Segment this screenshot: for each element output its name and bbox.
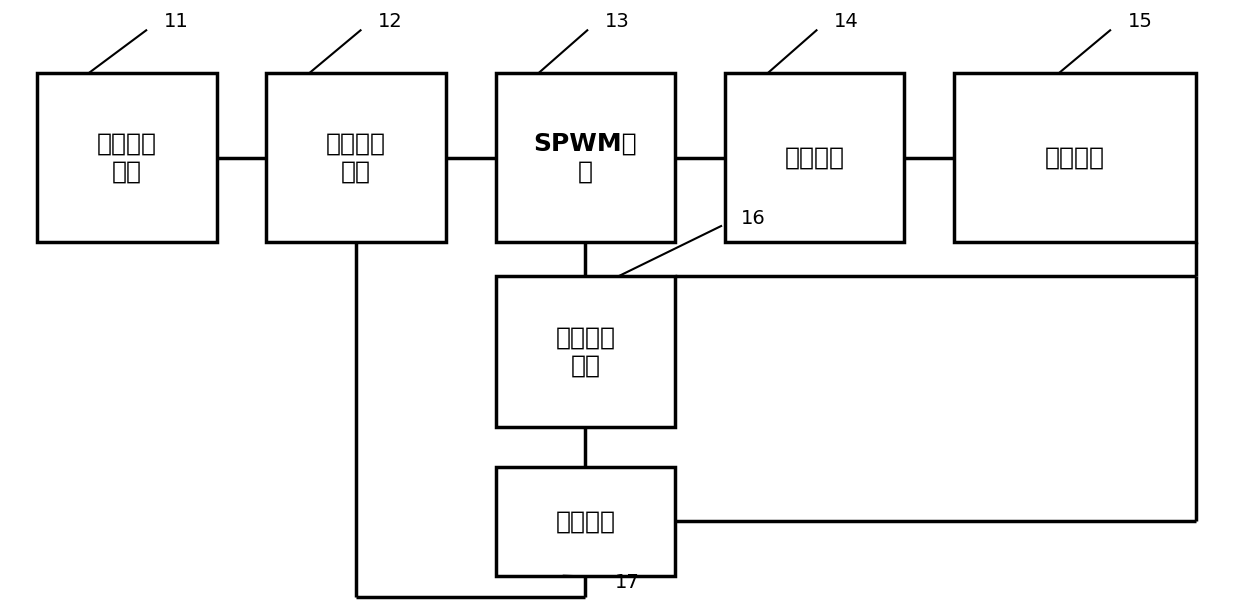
Text: 逆变模块: 逆变模块: [784, 145, 845, 170]
Text: 13: 13: [605, 12, 629, 31]
Bar: [725, 73, 904, 242]
Text: 位置估算
模块: 位置估算 模块: [555, 325, 616, 378]
Text: 12: 12: [378, 12, 403, 31]
Bar: [496, 467, 675, 576]
Text: 伺服电机: 伺服电机: [1044, 145, 1105, 170]
Bar: [37, 73, 217, 242]
Text: SPWM模
块: SPWM模 块: [534, 132, 637, 184]
Text: 14: 14: [834, 12, 859, 31]
Bar: [496, 73, 675, 242]
Bar: [954, 73, 1196, 242]
Text: 17: 17: [615, 573, 639, 593]
Text: 反馈模块: 反馈模块: [555, 509, 616, 533]
Text: 模糊控制
模块: 模糊控制 模块: [97, 132, 157, 184]
Text: 调制转换
模块: 调制转换 模块: [326, 132, 387, 184]
Text: 16: 16: [741, 208, 766, 228]
Bar: [496, 276, 675, 427]
Text: 11: 11: [164, 12, 188, 31]
Text: 15: 15: [1127, 12, 1152, 31]
Bar: [266, 73, 446, 242]
